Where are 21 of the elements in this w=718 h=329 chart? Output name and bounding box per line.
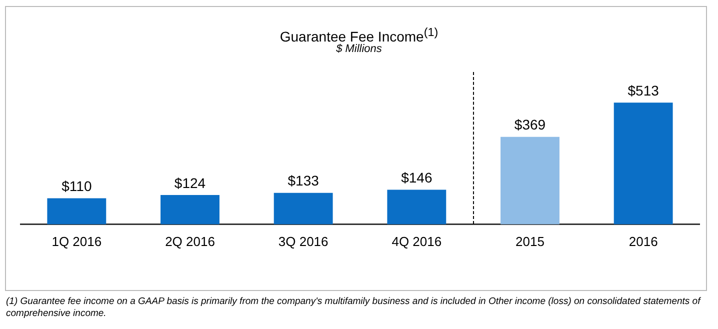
x-tick-label: 1Q 2016: [52, 234, 102, 249]
x-tick-label: 2015: [516, 234, 544, 249]
x-tick-label: 3Q 2016: [278, 234, 328, 249]
data-label: $133: [288, 172, 320, 189]
data-label: $369: [514, 116, 546, 133]
text: (1) Guarantee fee income on a GAAP basis is primarily from the company's multifamily business and is included in Other income (loss) on consolidated statements of comprehensive income.: [6, 296, 702, 320]
data-label: $513: [628, 82, 660, 99]
bar: [500, 136, 560, 224]
bar: [387, 190, 446, 224]
bar: [274, 192, 333, 224]
bar: [47, 198, 106, 224]
x-tick-label: 4Q 2016: [392, 234, 442, 249]
x-tick-label: 2Q 2016: [165, 234, 215, 249]
data-label: $124: [174, 174, 206, 191]
x-tick-label: 2016: [628, 234, 658, 249]
bar: [160, 194, 220, 224]
chart-subtitle: $ Millions: [335, 43, 383, 55]
bar: [614, 102, 673, 224]
data-label: $110: [62, 178, 92, 194]
data-label: $146: [401, 170, 432, 186]
chart-title: Guarantee Fee Income$^{(1)}$: [278, 26, 440, 45]
